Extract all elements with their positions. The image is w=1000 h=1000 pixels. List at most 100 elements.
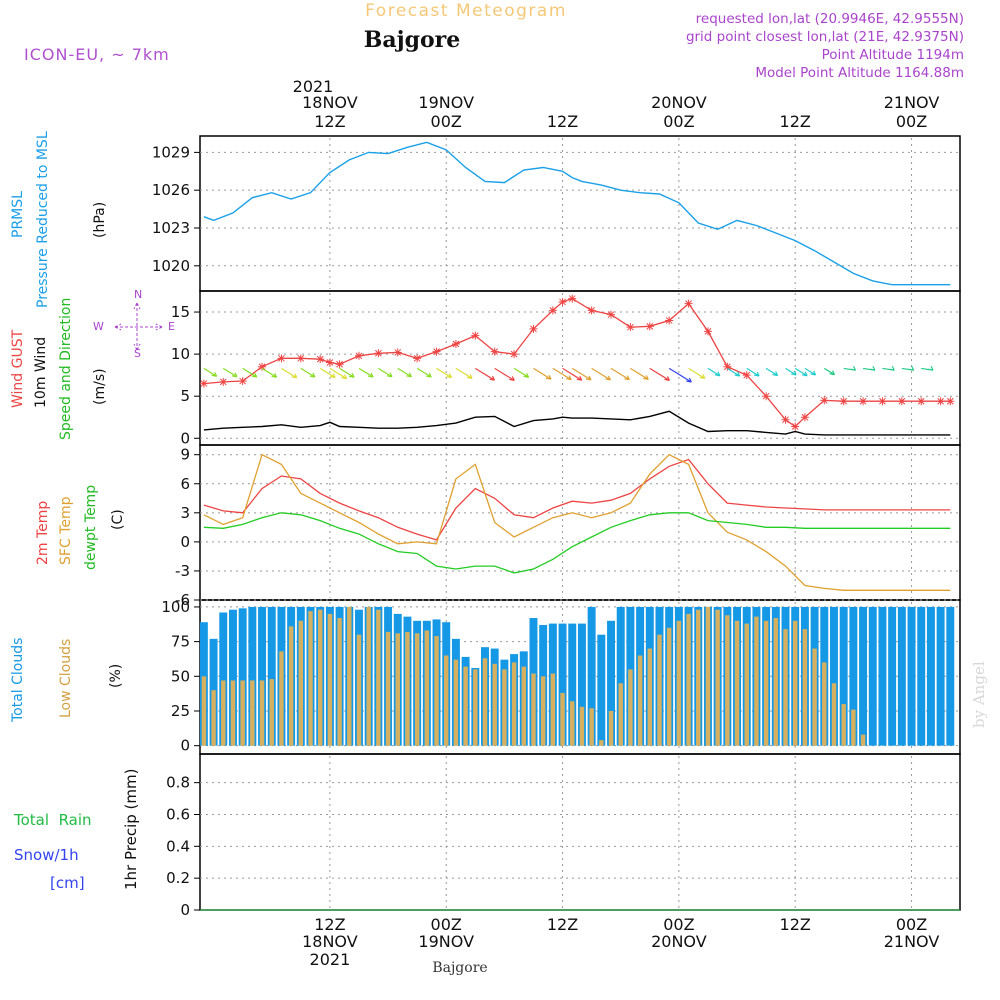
- gust-marker: [568, 294, 577, 303]
- bottom-date-label: 18NOV: [302, 932, 358, 951]
- low-cloud-bar: [482, 658, 488, 746]
- wind-arrow-head: [686, 377, 692, 383]
- wind-arrow: [727, 367, 741, 377]
- low-cloud-bar: [579, 706, 585, 746]
- wind-arrow-head: [753, 371, 760, 377]
- top-hour-label: 12Z: [780, 112, 811, 131]
- pressure-labels: PRMSL Pressure Reduced to MSL (hPa): [10, 131, 108, 308]
- wind-arrow-head: [466, 374, 473, 379]
- gust-marker: [325, 358, 334, 367]
- low-clouds-label: Low Clouds: [58, 639, 74, 718]
- y-tick-label-temp: 9: [180, 446, 190, 464]
- gust-marker: [742, 371, 751, 380]
- total-cloud-bar: [868, 606, 877, 746]
- total-cloud-bar: [248, 606, 257, 746]
- gust-marker: [296, 354, 305, 363]
- wind-arrow-head: [330, 373, 336, 379]
- wind-arrow: [765, 367, 778, 376]
- y-tick-label-temp: -3: [175, 562, 190, 580]
- total-cloud-bar: [936, 606, 945, 746]
- bottom-location: Bajgore: [432, 960, 487, 976]
- wind-speed-line: [203, 410, 951, 436]
- gust-marker: [393, 348, 402, 357]
- gust-marker: [587, 306, 596, 315]
- y-tick-label-precip: 0: [180, 901, 190, 919]
- low-cloud-bar: [657, 634, 662, 746]
- temp2m-label: 2m Temp: [35, 501, 51, 565]
- wind-arrow-head: [850, 365, 857, 371]
- panel-frame-2: [199, 290, 961, 446]
- y-tick-label-precip: 0.2: [166, 869, 190, 887]
- total-cloud-bar: [917, 606, 926, 746]
- total-cloud-bar: [568, 623, 577, 746]
- low-cloud-bar: [298, 620, 304, 746]
- requested-coords: requested lon,lat (20.9946E, 42.9555N): [696, 11, 964, 27]
- low-cloud-bar: [308, 611, 313, 746]
- low-cloud-bar: [453, 659, 459, 746]
- gust-marker: [558, 297, 567, 306]
- temp-labels: 2m Temp SFC Temp dewpt Temp (C): [35, 485, 126, 570]
- wind-arrow: [397, 367, 412, 378]
- low-cloud-bar: [521, 666, 527, 746]
- bottom-date-label: 21NOV: [884, 932, 940, 951]
- low-cloud-bar: [725, 615, 730, 746]
- total-cloud-bar: [228, 609, 237, 746]
- wind-arrow: [358, 367, 374, 378]
- gust-marker: [471, 331, 480, 340]
- low-cloud-bar: [269, 679, 274, 746]
- low-cloud-bar: [715, 609, 720, 746]
- low-cloud-bar: [502, 669, 507, 746]
- location-title: Bajgore: [364, 27, 460, 53]
- low-cloud-bar: [618, 683, 623, 746]
- snow-unit-label: [cm]: [50, 874, 85, 892]
- wind-arrow-head: [348, 373, 355, 378]
- pressure-line: [203, 141, 951, 286]
- wind-arrow-head: [291, 373, 298, 379]
- low-cloud-bar: [628, 669, 633, 746]
- c-unit-label: (C): [110, 509, 126, 530]
- y-tick-label-clouds: 25: [171, 702, 190, 720]
- total-cloud-bar: [558, 623, 567, 746]
- low-cloud-bar: [647, 648, 653, 746]
- panel-frame-5: [199, 753, 961, 911]
- low-cloud-bar: [560, 692, 565, 746]
- wind-arrow: [533, 367, 552, 380]
- dewpt-line: [203, 512, 951, 574]
- gust-marker: [490, 347, 499, 356]
- sfc-temp-label: SFC Temp: [58, 496, 74, 565]
- gust-marker: [859, 397, 868, 406]
- low-cloud-bar: [463, 666, 468, 746]
- top-title: Forecast Meteogram: [365, 1, 567, 21]
- gust-marker: [335, 360, 344, 369]
- y-tick-label-clouds: 100: [161, 598, 190, 616]
- total-cloud-bar: [238, 608, 247, 746]
- y-tick-label-precip: 0.6: [166, 805, 190, 823]
- low-cloud-bar: [211, 690, 216, 746]
- wind-arrow: [436, 367, 452, 379]
- low-cloud-bar: [812, 648, 817, 746]
- wind-arrow: [242, 367, 258, 378]
- low-cloud-bar: [279, 651, 284, 746]
- total-cloud-bar: [888, 606, 897, 746]
- wind-arrow-head: [271, 373, 278, 378]
- precip-labels: Total Rain Snow/1h [cm] 1hr Precip (mm): [13, 769, 140, 892]
- low-cloud-bar: [317, 609, 323, 746]
- top-hour-label: 00Z: [663, 112, 694, 131]
- model-altitude: Model Point Altitude 1164.88m: [755, 65, 964, 81]
- gust-marker: [199, 379, 208, 388]
- gust-marker: [432, 347, 441, 356]
- wind-arrow: [688, 367, 706, 379]
- wind-arrow-head: [605, 375, 611, 381]
- gust-marker: [277, 354, 286, 363]
- total-cloud-bar: [267, 606, 276, 746]
- top-hour-label: 00Z: [431, 112, 462, 131]
- wind-arrow: [794, 367, 808, 377]
- wind-arrow: [552, 367, 572, 381]
- wind-arrow-head: [509, 376, 515, 382]
- wind-arrow-head: [576, 375, 583, 381]
- y-tick-label-temp: -6: [175, 591, 190, 609]
- y-tick-label-precip: 0.4: [166, 837, 190, 855]
- gust-marker: [374, 349, 383, 358]
- gust-marker: [258, 362, 267, 371]
- low-cloud-bar: [570, 701, 575, 746]
